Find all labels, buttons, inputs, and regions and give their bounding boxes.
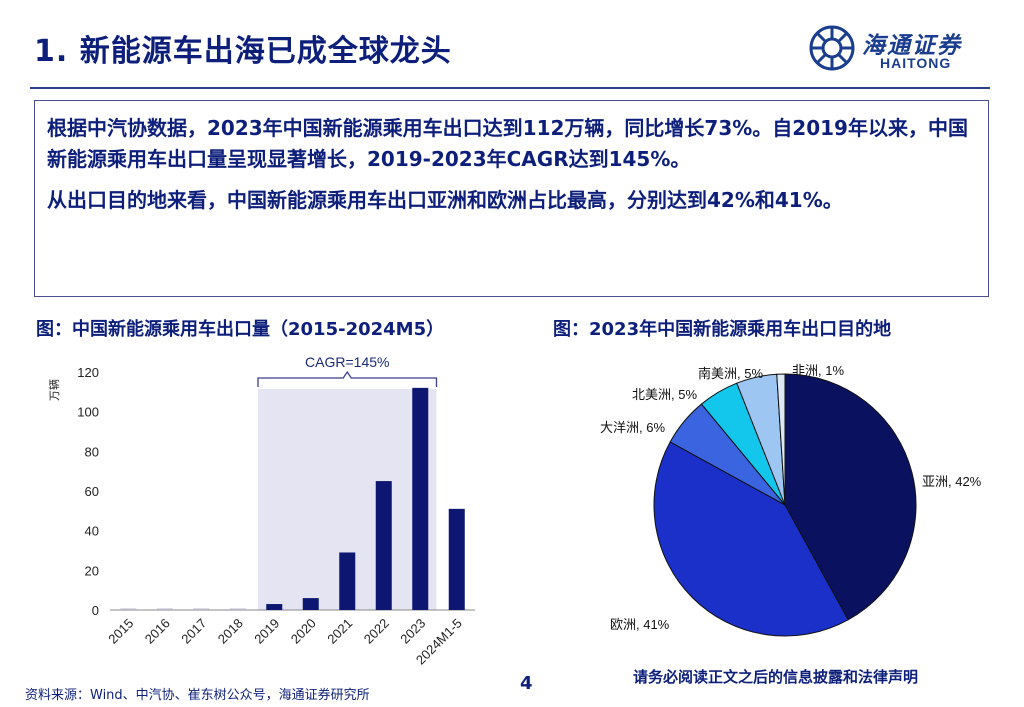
export-destination-pie-chart: 亚洲, 42% 欧洲, 41% 大洋洲, 6% 北美洲, 5%南美洲, 5% 非洲, 1… — [600, 363, 982, 637]
source-note: 资料来源：Wind、中汽协、崔东树公众号，海通证券研究所 — [25, 688, 370, 703]
y-tick-label: 120 — [77, 365, 99, 380]
pie-slice — [776, 373, 786, 506]
x-tick-label: 2021 — [324, 616, 355, 647]
y-tick-label: 60 — [85, 484, 99, 499]
bar — [339, 552, 356, 610]
header-divider — [30, 87, 990, 89]
y-tick-label: 100 — [77, 405, 99, 420]
bar — [193, 608, 210, 610]
pie-slice-label: 南美洲, 5% — [698, 366, 763, 381]
y-tick-label: 20 — [85, 563, 99, 578]
x-tick-label: 2018 — [215, 616, 246, 647]
summary-paragraph-2: 从出口目的地来看，中国新能源乘用车出口亚洲和欧洲占比最高，分别达到42%和41%… — [47, 188, 843, 212]
pie-slice-label: 亚洲, 42% — [922, 474, 982, 489]
bar — [412, 387, 429, 610]
pie-slice-label: 欧洲, 41% — [610, 617, 670, 632]
pie-slice-label: 大洋洲, 6% — [600, 420, 665, 435]
pie-slice-label: 北美洲, 5% — [632, 387, 697, 402]
bar — [229, 608, 246, 610]
x-tick-label: 2020 — [288, 616, 319, 647]
x-tick-label: 2015 — [105, 616, 136, 647]
bar — [448, 508, 465, 610]
company-logo: 海通证券 HAITONG — [808, 24, 988, 76]
haitong-logo-icon — [809, 25, 855, 71]
bar-chart-title: 图：中国新能源乘用车出口量（2015-2024M5） — [36, 319, 445, 340]
pie-slice — [653, 441, 849, 637]
y-axis-label: 万辆 — [47, 379, 61, 401]
page-title: 1. 新能源车出海已成全球龙头 — [34, 34, 452, 69]
summary-paragraph-1: 根据中汽协数据，2023年中国新能源乘用车出口达到112万辆，同比增长73%。自… — [47, 116, 968, 171]
pie-slice — [784, 373, 917, 621]
y-tick-label: 40 — [85, 524, 99, 539]
x-tick-label: 2017 — [178, 616, 209, 647]
page-number: 4 — [520, 673, 533, 694]
logo-english-text: HAITONG — [880, 55, 952, 71]
pie-slice-label: 非洲, 1% — [792, 363, 844, 378]
bar — [375, 481, 392, 610]
bar — [120, 608, 137, 610]
disclaimer-text: 请务必阅读正文之后的信息披露和法律声明 — [633, 668, 919, 686]
x-tick-label: 2023 — [397, 616, 428, 647]
bar — [156, 608, 173, 610]
logo-chinese-text: 海通证券 — [862, 33, 962, 59]
bar — [266, 604, 283, 610]
pie-chart-title: 图：2023年中国新能源乘用车出口目的地 — [553, 319, 892, 340]
x-tick-label: 2019 — [251, 616, 282, 647]
y-tick-label: 0 — [92, 603, 99, 618]
x-tick-label: 2022 — [361, 616, 392, 647]
bar — [302, 598, 319, 610]
summary-box: 根据中汽协数据，2023年中国新能源乘用车出口达到112万辆，同比增长73%。自… — [34, 100, 989, 297]
cagr-annotation: CAGR=145% — [305, 354, 389, 370]
x-tick-label: 2016 — [142, 616, 173, 647]
cagr-bracket — [257, 370, 438, 387]
y-tick-label: 80 — [85, 444, 99, 459]
